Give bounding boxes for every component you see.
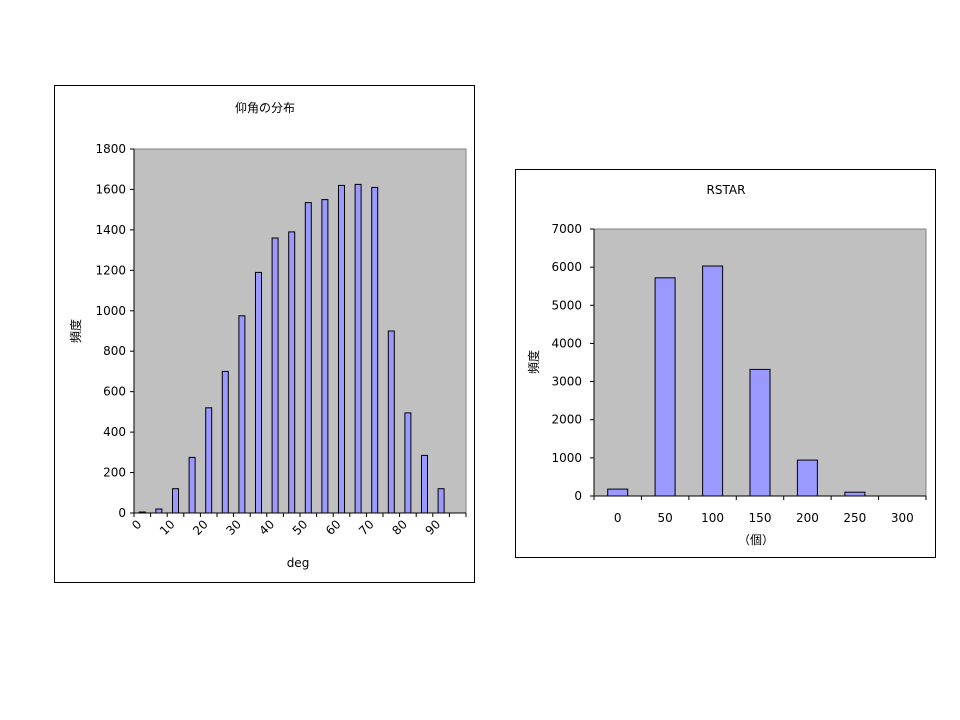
x-tick-label: 80 bbox=[389, 517, 410, 538]
elevation-distribution-chart: 仰角の分布 0 200 400 600 800 1000 1200 1400 1600 1800 … bbox=[54, 85, 475, 583]
y-tick-label: 3000 bbox=[551, 375, 582, 389]
y-tick-label: 200 bbox=[103, 466, 126, 480]
bar bbox=[238, 315, 246, 514]
elevation-distribution-svg: 仰角の分布 020040060080010001200140016001800 … bbox=[68, 100, 467, 570]
bar bbox=[205, 407, 213, 514]
y-tick-label: 5000 bbox=[551, 298, 582, 312]
y-tick-label: 4000 bbox=[551, 336, 582, 350]
bar bbox=[749, 368, 771, 497]
x-tick-label: 150 bbox=[749, 511, 772, 525]
y-tick-label: 800 bbox=[103, 344, 126, 358]
y-tick-label: 1200 bbox=[95, 263, 126, 277]
bar bbox=[338, 184, 345, 514]
x-tick-label: 10 bbox=[157, 517, 178, 538]
bar bbox=[155, 508, 163, 514]
chart-title: RSTAR bbox=[707, 183, 746, 197]
x-tick-label: 50 bbox=[290, 517, 311, 538]
bar bbox=[387, 330, 395, 514]
x-tick-label: 0 bbox=[129, 517, 144, 532]
y-tick-label: 600 bbox=[103, 385, 126, 399]
bar bbox=[702, 265, 724, 497]
y-tick-label: 0 bbox=[118, 506, 126, 520]
bar bbox=[371, 186, 379, 514]
y-tick-label: 0 bbox=[574, 489, 582, 503]
x-tick-label: 30 bbox=[223, 517, 244, 538]
x-tick-label: 60 bbox=[323, 517, 344, 538]
bar bbox=[404, 412, 412, 514]
x-tick-label: 70 bbox=[356, 517, 377, 538]
y-tick-label: 1000 bbox=[95, 304, 126, 318]
chart-title: 仰角の分布 bbox=[235, 100, 295, 115]
y-tick-label: 1800 bbox=[95, 142, 126, 156]
bar bbox=[654, 277, 676, 497]
x-tick-label: 100 bbox=[701, 511, 724, 525]
x-tick-label: 40 bbox=[257, 517, 278, 538]
plot-area bbox=[133, 148, 467, 514]
y-tick-label: 400 bbox=[103, 425, 126, 439]
y-tick-label: 1400 bbox=[95, 223, 126, 237]
bar bbox=[304, 202, 312, 514]
x-tick-label: 0 bbox=[614, 511, 622, 525]
bar bbox=[607, 488, 629, 497]
bar bbox=[796, 459, 818, 497]
y-tick-label: 2000 bbox=[551, 413, 582, 427]
bar bbox=[271, 237, 279, 514]
x-axis-label: deg bbox=[287, 556, 310, 570]
y-axis-label: 頻度 bbox=[68, 319, 83, 343]
bar bbox=[188, 456, 196, 514]
bar bbox=[321, 199, 329, 514]
y-tick-label: 6000 bbox=[551, 260, 582, 274]
y-tick-label: 1000 bbox=[551, 451, 582, 465]
bar bbox=[221, 370, 229, 514]
bar bbox=[421, 454, 428, 514]
bar bbox=[288, 231, 296, 514]
x-tick-label: 300 bbox=[891, 511, 914, 525]
y-tick-label: 1600 bbox=[95, 182, 126, 196]
x-tick-label: 20 bbox=[190, 517, 211, 538]
x-tick-label: 250 bbox=[843, 511, 866, 525]
x-tick-label: 50 bbox=[658, 511, 673, 525]
y-tick-label: 7000 bbox=[551, 222, 582, 236]
rstar-distribution-chart: RSTAR 0 1000 2000 3000 4000 5000 6000 7000 0 50 1… bbox=[515, 169, 936, 558]
rstar-distribution-svg: RSTAR 0 1000 2000 3000 4000 5000 6000 7000 0 50 1… bbox=[526, 183, 927, 547]
bar bbox=[255, 271, 262, 514]
bar bbox=[437, 488, 445, 514]
x-axis-label: （個） bbox=[738, 533, 774, 547]
bar bbox=[354, 183, 362, 514]
bar bbox=[172, 488, 179, 514]
x-tick-label: 90 bbox=[423, 517, 444, 538]
x-tick-label: 200 bbox=[796, 511, 819, 525]
y-axis-label: 頻度 bbox=[526, 350, 541, 374]
bar bbox=[844, 491, 866, 497]
